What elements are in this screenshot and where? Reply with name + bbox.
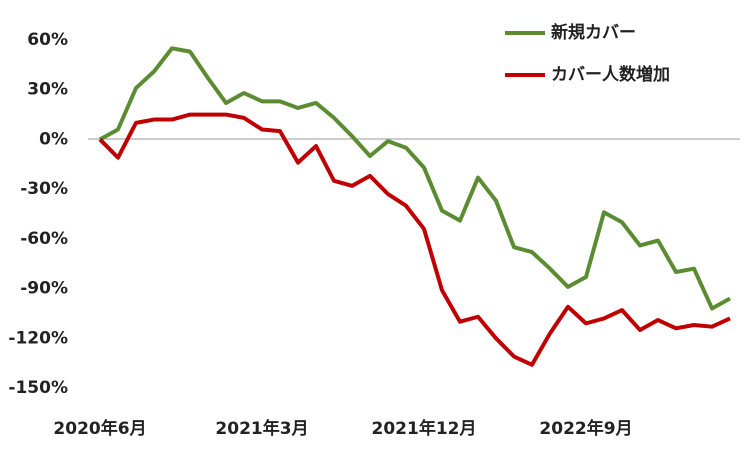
y-tick-label: 0% bbox=[39, 129, 68, 149]
y-tick-label: -120% bbox=[8, 328, 68, 348]
y-tick-label: -150% bbox=[8, 378, 68, 398]
x-tick-label: 2022年9月 bbox=[539, 418, 632, 439]
x-tick-label: 2021年12月 bbox=[372, 418, 477, 439]
y-tick-label: -30% bbox=[20, 179, 68, 199]
y-tick-label: -90% bbox=[20, 279, 68, 299]
series-line bbox=[99, 46, 731, 311]
y-tick-label: 30% bbox=[27, 80, 68, 100]
x-tick-label: 2020年6月 bbox=[53, 418, 146, 439]
x-tick-label: 2021年3月 bbox=[215, 418, 308, 439]
legend-label: 新規カバー bbox=[551, 22, 636, 43]
y-tick-label: -60% bbox=[20, 229, 68, 249]
legend-label: カバー人数増加 bbox=[551, 64, 670, 85]
series-line bbox=[98, 112, 731, 367]
y-tick-label: 60% bbox=[27, 30, 68, 50]
